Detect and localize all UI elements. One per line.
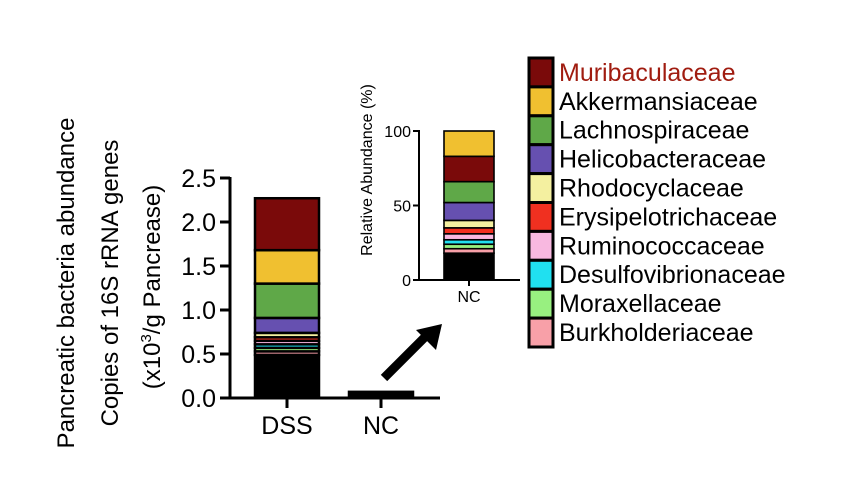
bar-dss-muribaculaceae <box>253 196 321 252</box>
ylabel-prefix: (x10 <box>139 343 166 390</box>
inset-y-tick-label-2: 100 <box>384 124 411 141</box>
inset-y-axis-title-text: Relative Abundance (%) <box>359 84 376 256</box>
inset-x-tick-label-nc: NC <box>457 289 480 306</box>
legend-label-burkholderiaceae: Burkholderiaceae <box>559 319 754 347</box>
legend-label-akkermansiaceae: Akkermansiaceae <box>559 88 758 116</box>
main-bars <box>253 196 415 400</box>
inset-y-tick-label-1: 50 <box>393 199 411 216</box>
bar-dss-lachnospiraceae <box>253 282 321 320</box>
main-y-tick-label-4: 2.0 <box>181 209 216 237</box>
main-y-axis-title: Pancreatic bacteria abundance Copies of … <box>53 118 166 449</box>
bar-nc-total <box>347 390 415 400</box>
legend-label-desulfovibrionaceae: Desulfovibrionaceae <box>559 261 786 289</box>
inset-bar-akkermansiaceae <box>443 130 495 158</box>
inset-bars <box>443 130 495 281</box>
inset-bar-lachnospiraceae <box>443 180 495 204</box>
ylabel-suffix: /g Pancrease) <box>139 185 166 334</box>
main-y-tick-label-1: 0.5 <box>181 341 216 369</box>
main-y-tick-label-2: 1.0 <box>181 297 216 325</box>
legend-swatch-erysipelotrichaceae <box>527 201 555 233</box>
main-x-tick-labels: DSS NC <box>261 412 399 440</box>
legend-swatch-desulfovibrionaceae <box>527 258 555 291</box>
inset-bar-muribaculaceae <box>443 155 495 183</box>
main-y-axis-title-line-3: (x103/g Pancrease) <box>138 185 166 389</box>
inset-axes: 0 50 100 <box>384 124 520 290</box>
legend-swatch-moraxellaceae <box>527 287 555 320</box>
x-tick-label-dss: DSS <box>261 412 312 440</box>
main-y-axis-title-line-1: Pancreatic bacteria abundance <box>53 118 80 449</box>
legend-label-erysipelotrichaceae: Erysipelotrichaceae <box>559 203 777 231</box>
legend-swatch-akkermansiaceae <box>527 85 555 118</box>
main-y-axis-title-line-2: Copies of 16S rRNA genes <box>97 140 124 427</box>
x-tick-label-nc: NC <box>363 412 399 440</box>
ylabel-superscript: 3 <box>138 334 155 342</box>
legend-swatch-muribaculaceae <box>527 56 555 89</box>
legend-label-rhodocyclaceae: Rhodocyclaceae <box>559 175 744 203</box>
legend-swatch-burkholderiaceae <box>527 316 555 349</box>
main-axes: 0.0 0.5 1.0 1.5 2.0 2.5 <box>181 165 440 413</box>
main-y-tick-label-5: 2.5 <box>181 165 216 193</box>
inset-bar-rhodocyclaceae <box>443 219 495 229</box>
arrow-to-inset <box>380 324 442 382</box>
inset-bar-other <box>443 252 495 281</box>
inset-y-axis-title: Relative Abundance (%) <box>359 84 376 256</box>
legend-label-muribaculaceae: Muribaculaceae <box>559 59 736 87</box>
legend-label-lachnospiraceae: Lachnospiraceae <box>559 117 749 145</box>
inset-bar-ruminococcaceae <box>443 233 495 241</box>
legend-swatch-helicobacteraceae <box>527 143 555 176</box>
legend: MuribaculaceaeAkkermansiaceaeLachnospira… <box>527 56 786 349</box>
inset-y-tick-label-0: 0 <box>402 273 411 290</box>
main-y-tick-label-3: 1.5 <box>181 253 216 281</box>
main-y-tick-label-0: 0.0 <box>181 385 216 413</box>
legend-swatch-ruminococcaceae <box>527 229 555 262</box>
legend-swatch-lachnospiraceae <box>527 114 555 147</box>
inset-bar-erysipelotrichaceae <box>443 227 495 235</box>
bar-dss-other <box>253 353 321 400</box>
inset-bar-helicobacteraceae <box>443 201 495 222</box>
legend-label-moraxellaceae: Moraxellaceae <box>559 290 722 318</box>
legend-swatch-rhodocyclaceae <box>527 172 555 205</box>
legend-label-ruminococcaceae: Ruminococcaceae <box>559 232 765 260</box>
legend-label-helicobacteraceae: Helicobacteraceae <box>559 146 766 174</box>
bar-dss-akkermansiaceae <box>253 248 321 285</box>
bar-dss-helicobacteraceae <box>253 316 321 335</box>
